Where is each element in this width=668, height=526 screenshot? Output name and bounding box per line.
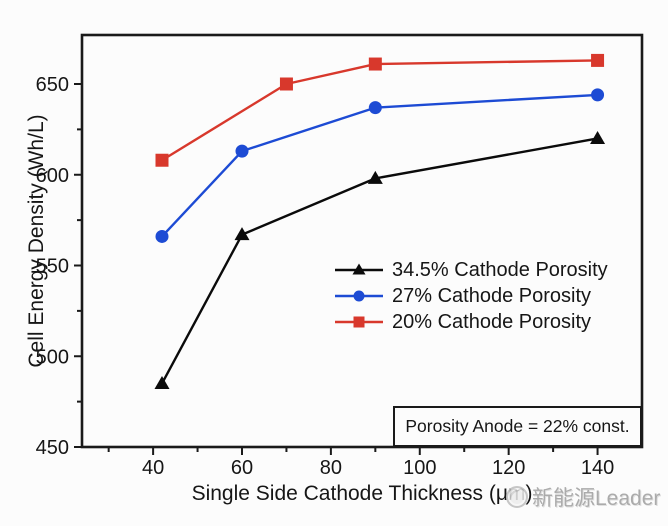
series-line-1 bbox=[160, 93, 599, 238]
series-line-0 bbox=[160, 137, 599, 385]
data-point-square bbox=[368, 57, 382, 71]
series-line-2 bbox=[160, 59, 599, 162]
data-point-triangle bbox=[234, 227, 250, 241]
triangle-marker-icon bbox=[335, 263, 383, 275]
data-point-circle bbox=[235, 144, 249, 158]
legend-label: 34.5% Cathode Porosity bbox=[392, 258, 608, 281]
data-point-square bbox=[155, 153, 169, 167]
plot-border bbox=[80, 33, 644, 449]
x-tick-label: 120 bbox=[492, 457, 525, 479]
data-point-circle bbox=[591, 88, 605, 102]
circle-marker-icon bbox=[335, 290, 383, 302]
y-tick-label: 650 bbox=[36, 74, 69, 96]
watermark-text: 新能源Leader bbox=[532, 487, 661, 510]
legend-label: 27% Cathode Porosity bbox=[392, 284, 592, 307]
data-point-square bbox=[591, 53, 605, 67]
x-tick-label: 140 bbox=[581, 457, 614, 479]
annotation-box: Porosity Anode = 22% const. bbox=[393, 406, 642, 447]
data-point-circle bbox=[353, 290, 365, 302]
x-axis-title: Single Side Cathode Thickness (μm) bbox=[191, 482, 533, 505]
data-point-circle bbox=[155, 229, 169, 243]
x-tick-label: 100 bbox=[403, 457, 436, 479]
annotation-text: Porosity Anode = 22% const. bbox=[405, 416, 630, 436]
legend: 34.5% Cathode Porosity 27% Cathode Poros… bbox=[333, 257, 608, 335]
data-point-circle bbox=[368, 101, 382, 115]
y-tick-label: 500 bbox=[36, 346, 69, 368]
data-point-triangle bbox=[590, 130, 606, 144]
y-tick-label: 550 bbox=[36, 256, 69, 278]
x-tick-label: 60 bbox=[231, 457, 253, 479]
watermark: 新能源Leader bbox=[506, 482, 660, 512]
data-point-square bbox=[279, 77, 293, 91]
square-marker-icon bbox=[335, 316, 383, 328]
x-tick-label: 80 bbox=[320, 457, 342, 479]
legend-item: 20% Cathode Porosity bbox=[333, 309, 608, 335]
data-point-square bbox=[353, 316, 365, 328]
y-axis-title: Cell Energy Density (Wh/L) bbox=[25, 114, 48, 368]
y-tick-label: 600 bbox=[36, 165, 69, 187]
legend-label: 20% Cathode Porosity bbox=[392, 310, 592, 333]
y-tick-label: 450 bbox=[36, 437, 69, 459]
legend-item: 34.5% Cathode Porosity bbox=[333, 257, 608, 283]
data-point-triangle bbox=[367, 170, 383, 184]
data-point-triangle bbox=[154, 375, 170, 389]
x-tick-label: 40 bbox=[142, 457, 164, 479]
watermark-logo-icon bbox=[506, 486, 528, 508]
legend-item: 27% Cathode Porosity bbox=[333, 283, 608, 309]
data-point-triangle bbox=[352, 263, 366, 275]
